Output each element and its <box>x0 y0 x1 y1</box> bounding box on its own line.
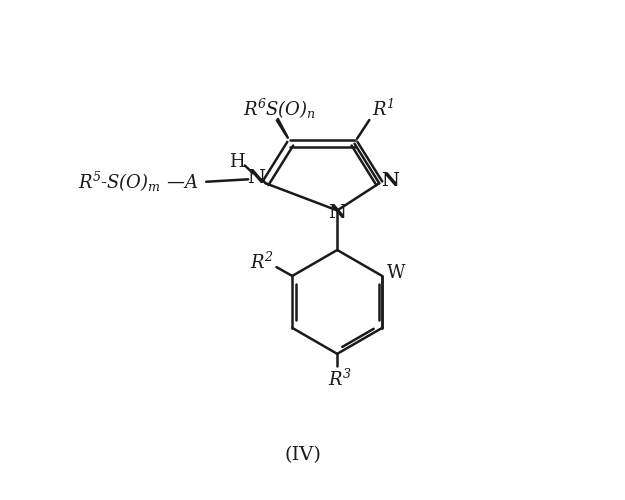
Text: $\mathdefault{R^2}$: $\mathdefault{R^2}$ <box>250 252 273 272</box>
Text: N: N <box>247 170 264 188</box>
Text: N: N <box>328 204 346 222</box>
Text: $\mathdefault{R^1}$: $\mathdefault{R^1}$ <box>372 98 393 119</box>
Text: N: N <box>381 172 399 190</box>
Text: H: H <box>229 153 245 171</box>
Text: $\mathdefault{R^5}$-S(O)$\mathdefault{_m}$ —A: $\mathdefault{R^5}$-S(O)$\mathdefault{_m… <box>78 170 198 194</box>
Text: $\mathdefault{R^6S(O)_n}$: $\mathdefault{R^6S(O)_n}$ <box>243 97 316 121</box>
Text: (IV): (IV) <box>284 446 321 464</box>
Text: $\mathdefault{R^3}$: $\mathdefault{R^3}$ <box>328 369 351 390</box>
Text: W: W <box>387 264 405 282</box>
